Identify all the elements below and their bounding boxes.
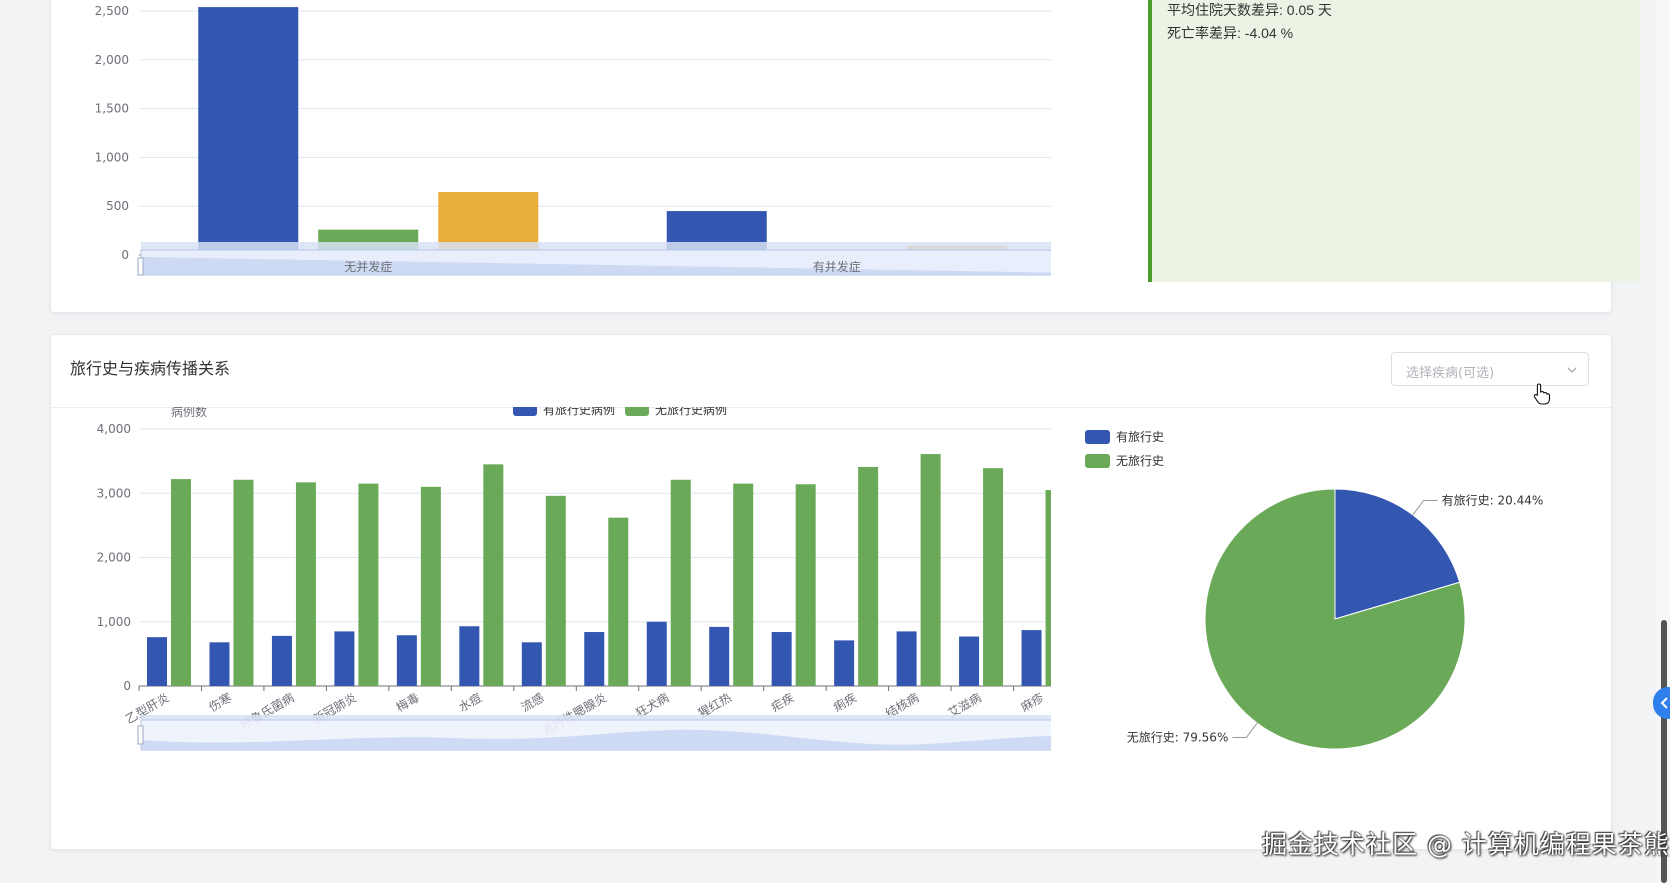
bar [198,7,299,256]
bar [1021,630,1042,686]
travel-bar-chart: 各疾病按旅行史分类病例数有旅行史病例无旅行史病例病例数01,0002,0003,… [97,407,1051,751]
x-tick-label: 梅毒 [393,690,421,715]
bar [771,632,792,686]
bar [858,466,879,686]
pie-slice-label: 有旅行史: 20.44% [1442,493,1544,507]
legend-swatch [625,407,649,416]
y-tick-label: 2,000 [97,551,131,565]
bar [709,626,730,686]
bar [521,642,542,686]
bar [483,464,504,686]
x-tick-label: 无并发症 [344,259,392,274]
pie-label-line [1412,499,1438,516]
x-tick-label: 流感 [518,690,546,715]
bar [233,479,254,686]
x-tick-label: 有并发症 [813,259,861,274]
y-tick-label: 0 [123,679,131,693]
legend-swatch [513,407,537,416]
avg-stay-diff-text: 平均住院天数差异: 0.05 天 [1167,2,1332,18]
legend-label: 有旅行史 [1116,430,1164,444]
select-placeholder: 选择疾病(可选) [1406,366,1495,381]
zoom-overlay [141,715,1051,721]
bar [147,637,167,686]
bar [959,636,980,686]
zoom-overlay [141,242,1051,250]
bar [295,482,316,686]
mortality-diff-text: 死亡率差异: -4.04 % [1167,25,1294,41]
bar [209,642,230,686]
y-tick-label: 1,000 [97,615,131,629]
scrollbar-thumb[interactable] [1661,620,1667,883]
pie-slice-label: 无旅行史: 79.56% [1127,731,1229,745]
bar [459,626,480,686]
disease-complication-card: 0 500 1,000 1,500 2,000 2,500 无并发症 有并发症 平均住院天数差… [50,0,1640,313]
y-tick-label: 0 [121,248,129,262]
side-collapse-button[interactable] [1653,687,1670,719]
x-tick-label: 痢疾 [831,690,859,715]
chevron-down-icon [1567,367,1577,373]
bar [646,621,667,686]
card-header: 旅行史与疾病传播关系 选择疾病(可选) [51,335,1611,408]
chevron-left-icon [1660,697,1668,709]
disease-select[interactable]: 选择疾病(可选) [1391,352,1589,386]
stats-panel: 平均住院天数差异: 0.05 天 死亡率差异: -4.04 % [1148,0,1640,282]
zoom-preview-area [141,729,1051,750]
x-tick-label: 麻疹 [1018,690,1046,715]
y-tick-label: 1,500 [95,102,129,116]
legend-swatch [1085,430,1110,444]
x-tick-label: 伤寒 [206,690,234,715]
pie-slice [1204,488,1466,750]
section-title: 旅行史与疾病传播关系 [70,359,231,378]
bar [420,486,441,686]
bar [670,479,691,686]
hand-cursor-icon [1533,383,1551,405]
y-tick-label: 500 [106,199,129,213]
watermark-text: 掘金技术社区 @ 计算机编程果茶熊 [1262,830,1670,859]
bar [545,495,566,686]
bar [834,640,855,686]
y-tick-label: 1,000 [95,150,129,164]
zoom-handle-left [137,725,144,745]
bar [271,635,292,686]
travel-pie-chart: 总体病例旅行史占比有旅行史无旅行史有旅行史: 20.44%无旅行史: 79.56… [1085,430,1544,750]
y-axis-label: 病例数 [171,407,207,419]
legend-label: 有旅行史病例 [543,407,615,417]
bar [983,468,1004,686]
bar [334,631,355,686]
bar [396,635,417,686]
legend-swatch [1085,454,1110,468]
x-tick-label: 水痘 [456,690,484,715]
bar [1045,490,1051,686]
y-tick-label: 4,000 [97,422,131,436]
y-tick-label: 3,000 [97,486,131,500]
bar [171,479,191,686]
zoom-preview-area [141,257,1051,275]
y-tick-label: 2,500 [95,4,129,18]
bar [920,454,941,686]
bar [584,632,605,686]
legend-label: 无旅行史 [1116,454,1164,468]
zoom-handle-left [137,257,144,276]
pie-label-line [1232,722,1258,739]
bar [358,483,379,686]
bar [795,484,816,686]
x-tick-label: 疟疾 [768,690,796,715]
legend-label: 无旅行史病例 [655,407,727,417]
y-tick-label: 2,000 [95,53,129,67]
bar [608,517,629,686]
travel-history-card: 旅行史与疾病传播关系 选择疾病(可选) 各疾病按旅行史分类病例数有旅行史病例无旅… [50,334,1612,850]
bar [733,483,754,686]
bar [896,631,917,686]
complication-bar-chart: 0 500 1,000 1,500 2,000 2,500 无并发症 有并发症 [95,4,1051,276]
